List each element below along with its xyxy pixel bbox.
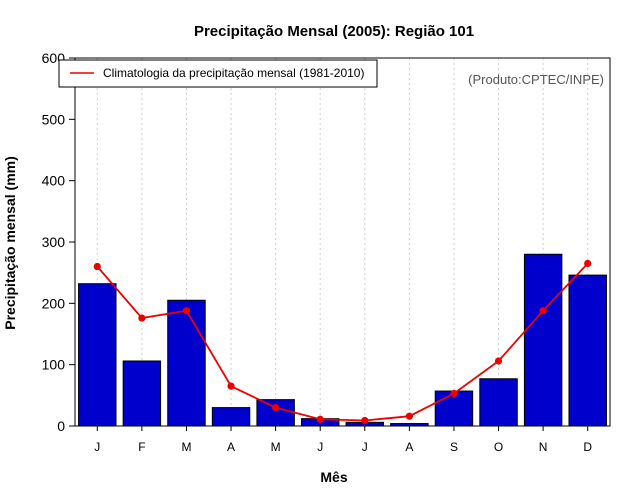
bar-4 [211, 407, 251, 427]
bar-9 [434, 390, 474, 427]
climatology-point-3 [182, 307, 191, 315]
bar-series [78, 253, 607, 427]
y-tick-label: 500 [42, 111, 66, 127]
y-tick-label: 400 [42, 173, 66, 189]
climatology-line [96, 262, 589, 422]
x-tick-label: M [271, 440, 281, 454]
climatology-series [93, 259, 592, 425]
chart-title: Precipitação Mensal (2005): Região 101 [194, 23, 474, 40]
climatology-point-5 [272, 404, 280, 412]
x-tick-label: J [362, 440, 368, 454]
bar-12 [568, 274, 607, 427]
x-axis-label: Mês [320, 469, 347, 485]
x-tick-label: J [94, 440, 100, 454]
y-tick-label: 300 [42, 234, 66, 250]
climatology-point-4 [227, 382, 235, 390]
legend-label: Climatologia da precipitação mensal (198… [103, 66, 364, 80]
bar-2 [122, 360, 162, 427]
climatology-point-7 [361, 416, 369, 425]
bar-3 [167, 299, 206, 427]
legend-box [58, 59, 378, 88]
x-tick-label: S [450, 440, 458, 454]
bar-10 [479, 378, 518, 427]
x-tick-label: N [539, 440, 548, 454]
y-tick-label: 100 [42, 357, 66, 373]
x-tick-label: A [227, 440, 235, 454]
climatology-point-2 [138, 314, 146, 322]
climatology-point-8 [405, 412, 413, 420]
y-tick-label: 200 [42, 295, 66, 311]
x-tick-label: M [181, 440, 191, 454]
bar-1 [78, 283, 117, 427]
x-tick-label: O [494, 440, 503, 454]
y-axis-label: Precipitação mensal (mm) [2, 156, 18, 330]
climatology-point-1 [93, 262, 101, 271]
x-tick-label: J [317, 440, 323, 454]
climatology-point-12 [584, 259, 592, 268]
climatology-point-10 [494, 357, 503, 365]
x-tick-label: A [405, 440, 413, 454]
climatology-point-11 [539, 307, 547, 315]
y-tick-label: 0 [57, 418, 65, 434]
x-tick-label: F [138, 440, 145, 454]
credit-text: (Produto:CPTEC/INPE) [468, 72, 604, 87]
bar-5 [256, 399, 295, 427]
x-tick-label: D [583, 440, 592, 454]
bar-11 [523, 253, 563, 427]
legend: Climatologia da precipitação mensal (198… [58, 59, 378, 88]
climatology-point-9 [450, 389, 458, 398]
climatology-point-6 [316, 415, 324, 423]
